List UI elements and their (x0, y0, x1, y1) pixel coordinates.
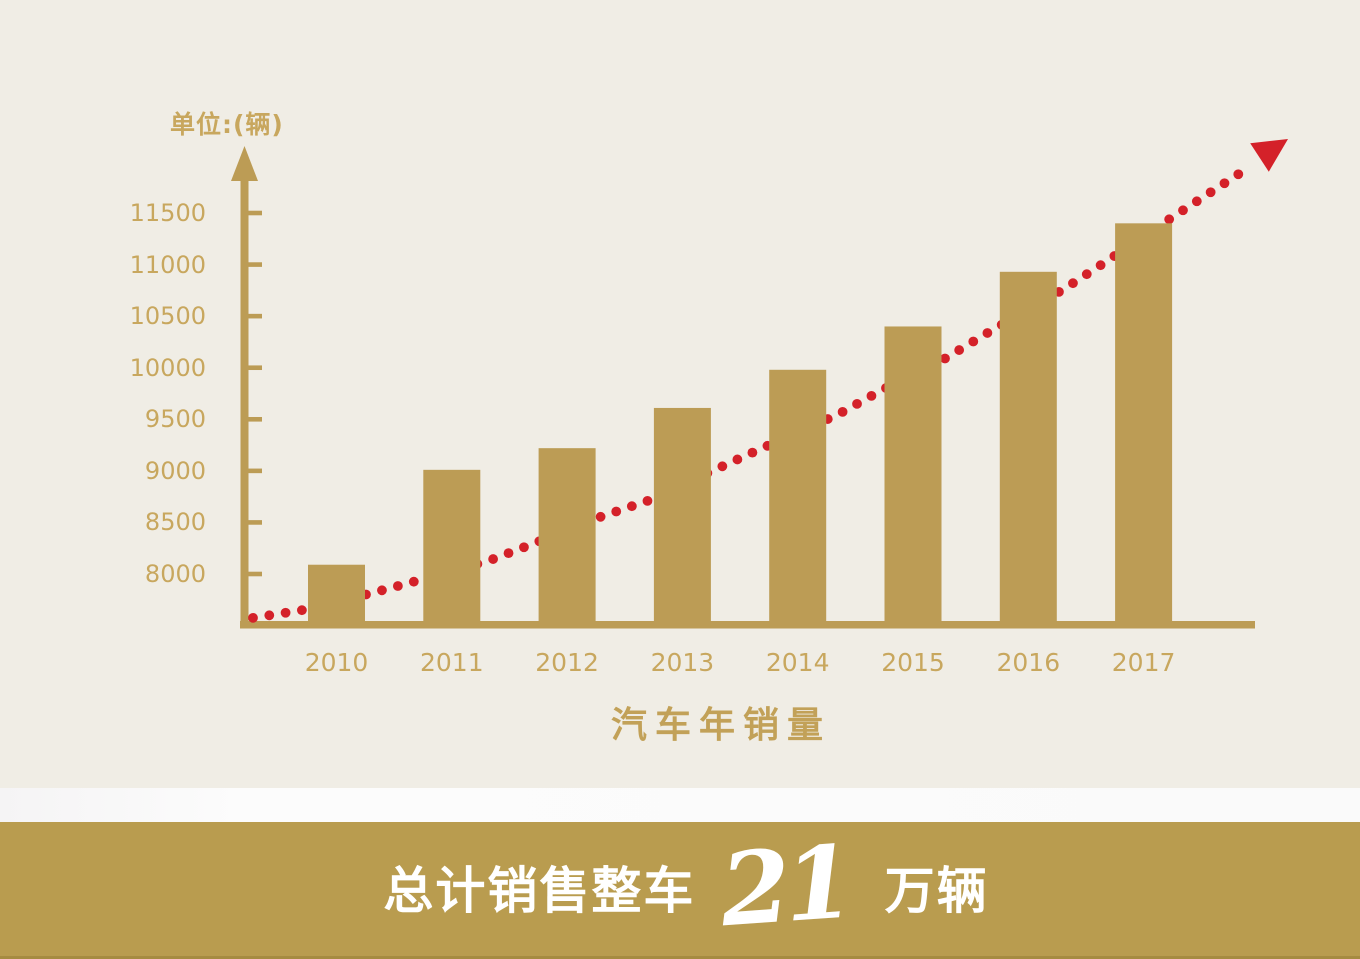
y-axis-tick-label: 11500 (129, 199, 206, 227)
bar-2016 (999, 271, 1057, 629)
chart-canvas (231, 139, 1288, 629)
y-axis-tick (248, 571, 262, 577)
trend-dot (1178, 205, 1188, 216)
trend-dot (1068, 278, 1078, 289)
y-axis-tick (248, 468, 262, 474)
trend-dot (982, 328, 993, 338)
y-axis-tick-label: 9500 (144, 405, 206, 434)
total-sales-banner: 总计销售整车 21 万辆 (0, 822, 1360, 959)
trend-dot (392, 581, 403, 591)
bar-2013 (653, 407, 711, 629)
y-axis-tick-label: 10000 (129, 353, 206, 382)
banner-text-suffix: 万辆 (884, 863, 989, 919)
x-axis-label-2013: 2013 (650, 648, 715, 677)
banner-content: 总计销售整车 21 万辆 (383, 823, 989, 950)
banner-text-prefix: 总计销售整车 (383, 863, 696, 919)
x-axis-label-2010: 2010 (304, 648, 369, 677)
y-axis-tick (248, 210, 262, 216)
x-axis-label-2016: 2016 (996, 648, 1061, 677)
trend-dot (940, 353, 950, 364)
trend-dot (866, 390, 877, 401)
annual-sales-chart: 单位:(辆) 汽车年销量 11500 11000 10500 10000 9500 900… (0, 0, 1360, 788)
x-axis-label-2011: 2011 (419, 648, 484, 677)
trend-dot (1233, 169, 1244, 180)
y-axis-tick-label: 10500 (129, 302, 206, 331)
trend-dot (968, 336, 979, 347)
banner-total-number: 21 (717, 822, 853, 950)
trend-arrowhead (1250, 139, 1288, 172)
trend-dot (503, 548, 514, 559)
y-axis-arrow (231, 146, 258, 181)
trend-dot (611, 506, 622, 517)
bar-2015 (884, 326, 942, 629)
y-axis-tick (248, 262, 262, 267)
trend-dot (732, 454, 743, 465)
y-axis-unit-label: 单位:(辆) (170, 110, 284, 139)
x-axis-label-2017: 2017 (1111, 648, 1176, 677)
bar-2017 (1115, 223, 1173, 629)
divider-strip (0, 788, 1360, 822)
trend-dot (1219, 178, 1230, 189)
trend-dot (747, 447, 758, 458)
trend-dot (488, 554, 499, 564)
trend-dot (1081, 269, 1092, 280)
bar-2014 (769, 369, 827, 629)
y-axis-tick-label: 8500 (144, 508, 206, 537)
trend-dot (1164, 214, 1175, 225)
trend-dot (1191, 196, 1202, 207)
trend-dot (595, 511, 606, 522)
trend-dot (852, 398, 862, 409)
x-axis-label-2014: 2014 (765, 648, 830, 677)
trend-dot (248, 612, 258, 623)
x-axis-label-2015: 2015 (881, 648, 945, 677)
x-axis-line (240, 621, 1255, 629)
bar-2012 (538, 448, 596, 629)
trend-dot (717, 461, 728, 472)
y-axis-tick (248, 365, 262, 371)
trend-dot (408, 576, 419, 587)
y-axis-tick-label: 8000 (144, 560, 206, 588)
y-axis-line (240, 177, 249, 629)
trend-dot (296, 605, 307, 616)
trend-dot (264, 610, 275, 621)
x-axis-label-2012: 2012 (535, 648, 599, 677)
trend-dot (642, 495, 653, 506)
trend-dot (837, 406, 848, 417)
y-axis-tick-label: 9000 (144, 456, 206, 485)
y-axis-tick-label: 11000 (129, 250, 206, 279)
y-axis-tick (248, 416, 262, 422)
y-axis-tick (248, 520, 262, 525)
chart-title: 汽车年销量 (610, 705, 831, 745)
trend-dot (519, 542, 529, 553)
trend-dot (954, 345, 965, 355)
trend-dot (626, 501, 637, 512)
bar-2010 (308, 564, 365, 629)
y-axis-tick (248, 313, 262, 319)
trend-dot (1095, 260, 1106, 271)
trend-dot (377, 585, 387, 596)
bar-2011 (423, 469, 481, 629)
trend-dot (1205, 187, 1216, 198)
trend-dot (280, 607, 291, 618)
